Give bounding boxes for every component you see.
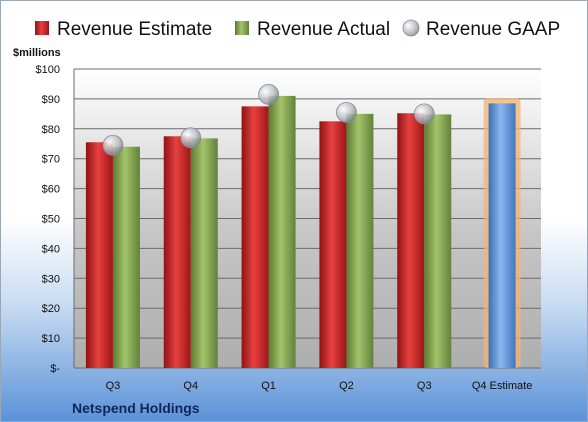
- legend-label: Revenue GAAP: [426, 19, 560, 40]
- unit-label: $millions: [13, 47, 61, 59]
- bar: [346, 113, 374, 368]
- legend-label: Revenue Estimate: [57, 19, 212, 40]
- bar: [241, 106, 269, 368]
- gaap-marker: [336, 101, 357, 123]
- y-tick-label: $40: [42, 243, 60, 255]
- gaap-marker: [258, 84, 279, 105]
- bar: [268, 95, 296, 368]
- x-tick-label: Q3: [417, 380, 432, 392]
- y-tick-label: $60: [42, 184, 60, 196]
- y-tick-label: $70: [42, 154, 60, 166]
- bar: [190, 138, 218, 368]
- bar: [424, 114, 452, 368]
- legend-swatch: [402, 19, 420, 37]
- company-name: Netspend Holdings: [72, 400, 200, 416]
- x-tick-label: Q3: [106, 380, 121, 392]
- gaap-marker: [102, 134, 124, 156]
- x-tick-label: Q1: [261, 380, 276, 392]
- y-tick-label: $20: [42, 303, 60, 315]
- x-tick-label: Q2: [339, 380, 354, 392]
- bar: [163, 136, 191, 368]
- gaap-marker: [180, 127, 202, 149]
- y-tick-label: $50: [42, 214, 60, 226]
- gaap-marker: [413, 103, 435, 125]
- bar: [112, 146, 140, 368]
- legend-swatch: [35, 21, 49, 35]
- bar: [319, 121, 347, 368]
- bar: [85, 142, 113, 368]
- legend-label: Revenue Actual: [257, 19, 390, 40]
- y-tick-label: $30: [42, 273, 60, 285]
- bar: [397, 113, 425, 368]
- y-tick-label: $100: [36, 64, 60, 76]
- x-tick-label: Q4: [183, 380, 198, 392]
- y-tick-label: $-: [50, 363, 60, 375]
- y-tick-label: $90: [42, 94, 60, 106]
- y-tick-label: $80: [42, 124, 60, 136]
- bar: [488, 103, 516, 368]
- x-tick-label: Q4 Estimate: [472, 380, 533, 392]
- y-tick-label: $10: [42, 333, 60, 345]
- legend-swatch: [235, 21, 249, 35]
